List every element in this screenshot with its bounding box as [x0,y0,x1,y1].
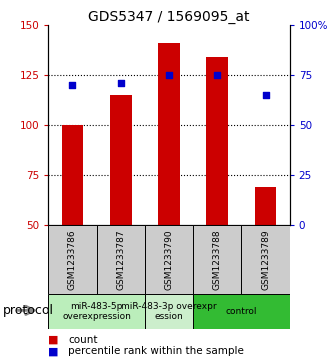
Bar [193,225,241,294]
Bar [193,294,290,329]
Text: protocol: protocol [3,304,54,317]
Bar [48,294,145,329]
Point [214,72,220,78]
Text: percentile rank within the sample: percentile rank within the sample [68,346,244,356]
Point [70,82,75,88]
Text: control: control [226,307,257,316]
Text: GSM1233786: GSM1233786 [68,229,77,290]
Text: miR-483-3p overexpr
ession: miR-483-3p overexpr ession [121,302,217,321]
Bar [48,225,97,294]
Point [166,72,172,78]
Point [118,80,123,86]
Bar [145,294,193,329]
Bar [241,225,290,294]
Point [263,92,268,98]
Text: GSM1233789: GSM1233789 [261,229,270,290]
Text: count: count [68,335,98,345]
Bar [110,95,132,225]
Bar [145,225,193,294]
Bar [255,187,276,225]
Text: GSM1233790: GSM1233790 [165,229,173,290]
Text: miR-483-5p
overexpression: miR-483-5p overexpression [62,302,131,321]
Bar [206,57,228,225]
Text: GSM1233787: GSM1233787 [116,229,125,290]
Text: GSM1233788: GSM1233788 [213,229,222,290]
Title: GDS5347 / 1569095_at: GDS5347 / 1569095_at [88,11,250,24]
Bar [62,125,83,225]
Bar [97,225,145,294]
Text: ■: ■ [48,346,59,356]
Text: ■: ■ [48,335,59,345]
Bar [158,43,180,225]
